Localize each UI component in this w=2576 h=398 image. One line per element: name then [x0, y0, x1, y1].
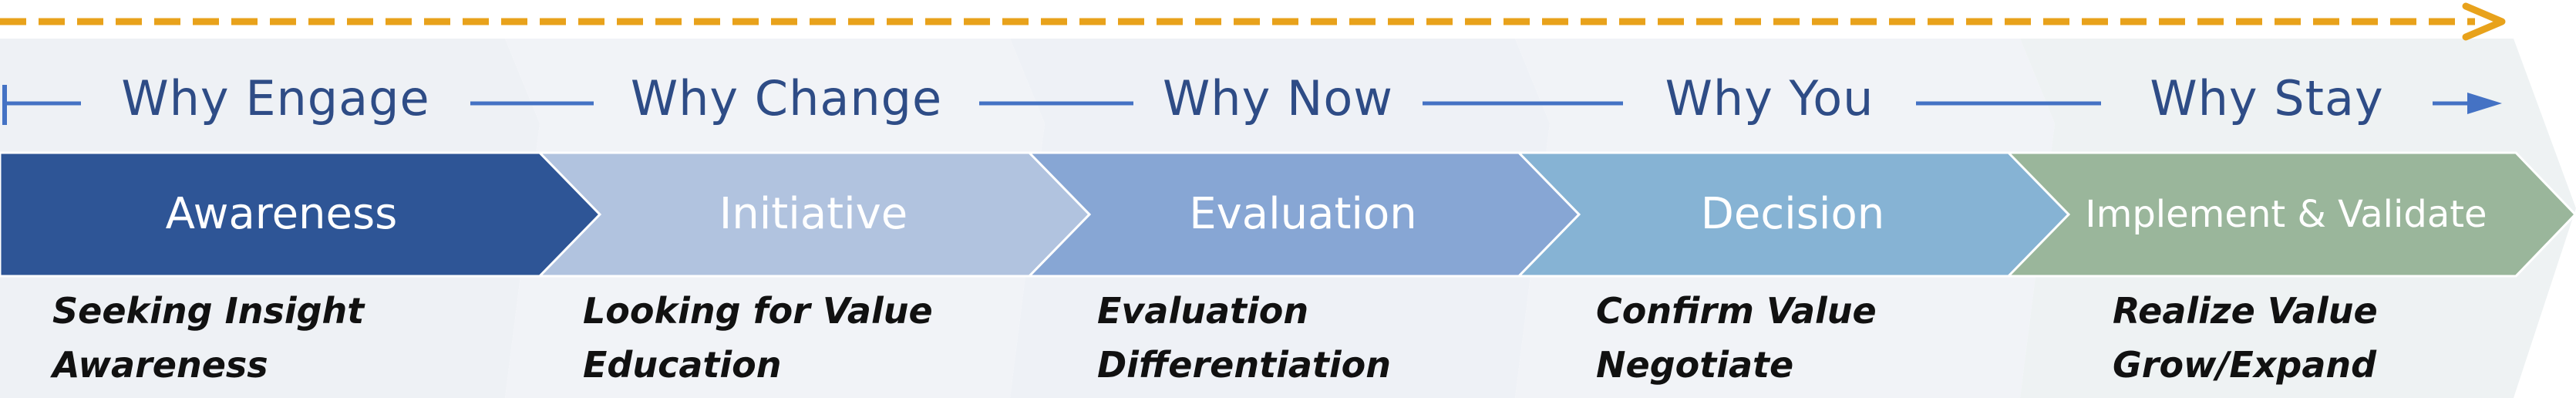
activity-evaluation-line1: Evaluation	[1097, 290, 1309, 332]
why-now-label: Why Now	[1162, 70, 1394, 126]
stage-evaluation-label: Evaluation	[1189, 189, 1417, 239]
why-connector-line	[2, 85, 2502, 125]
activity-implement-line1: Realize Value	[2113, 290, 2378, 332]
activity-initiative-line2: Education	[583, 344, 782, 386]
why-change-label: Why Change	[630, 70, 943, 126]
activity-implement-line2: Grow/Expand	[2113, 344, 2377, 386]
activity-awareness-line1: Seeking Insight	[52, 290, 365, 332]
stage-implement-validate-label: Implement & Validate	[2085, 193, 2487, 236]
activity-initiative-line1: Looking for Value	[583, 290, 933, 332]
activity-decision-line1: Confirm Value	[1596, 290, 1877, 332]
stage-chevrons	[0, 151, 2576, 278]
stage-decision-label: Decision	[1700, 189, 1885, 239]
activity-decision-line2: Negotiate	[1596, 344, 1794, 386]
activity-awareness-line2: Awareness	[52, 344, 268, 386]
why-engage-label: Why Engage	[121, 70, 430, 126]
why-you-label: Why You	[1665, 70, 1874, 126]
activity-evaluation-line2: Differentiation	[1097, 344, 1391, 386]
stage-initiative-label: Initiative	[719, 189, 908, 239]
why-stay-label: Why Stay	[2150, 70, 2384, 126]
dashed-timeline-arrow	[0, 2, 2506, 41]
chevron-implement-validate	[2005, 151, 2576, 278]
stage-awareness-label: Awareness	[165, 189, 398, 239]
